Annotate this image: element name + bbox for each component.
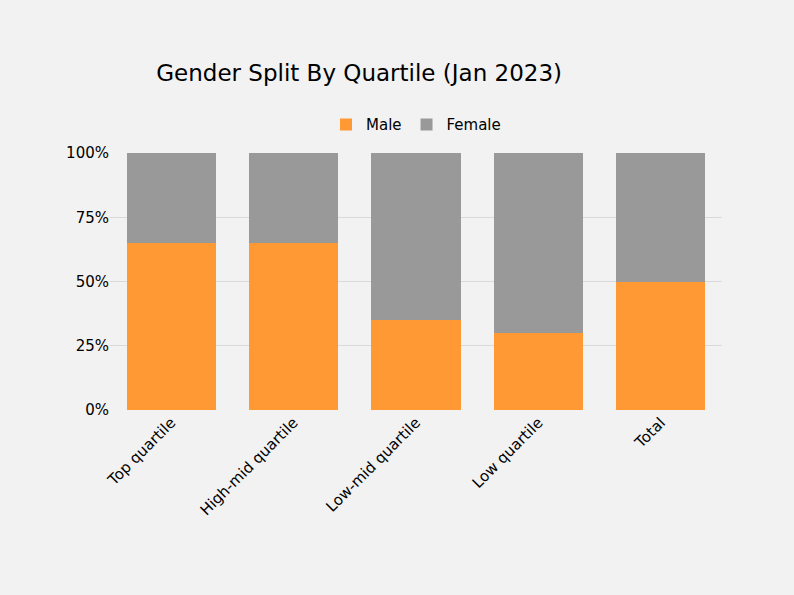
svg-text:25%: 25% <box>76 337 109 355</box>
svg-text:Low quartile: Low quartile <box>469 414 547 492</box>
svg-text:Low-mid quartile: Low-mid quartile <box>322 414 424 516</box>
svg-text:100%: 100% <box>66 144 109 162</box>
svg-text:High-mid quartile: High-mid quartile <box>197 414 302 519</box>
svg-text:Gender Split By Quartile (Jan: Gender Split By Quartile (Jan 2023) <box>156 60 562 86</box>
svg-text:Female: Female <box>447 116 501 134</box>
svg-text:75%: 75% <box>76 209 109 227</box>
svg-text:Male: Male <box>366 116 402 134</box>
svg-text:Total: Total <box>631 414 669 452</box>
svg-text:Top quartile: Top quartile <box>104 414 180 490</box>
svg-text:0%: 0% <box>85 401 109 419</box>
svg-text:50%: 50% <box>76 273 109 291</box>
